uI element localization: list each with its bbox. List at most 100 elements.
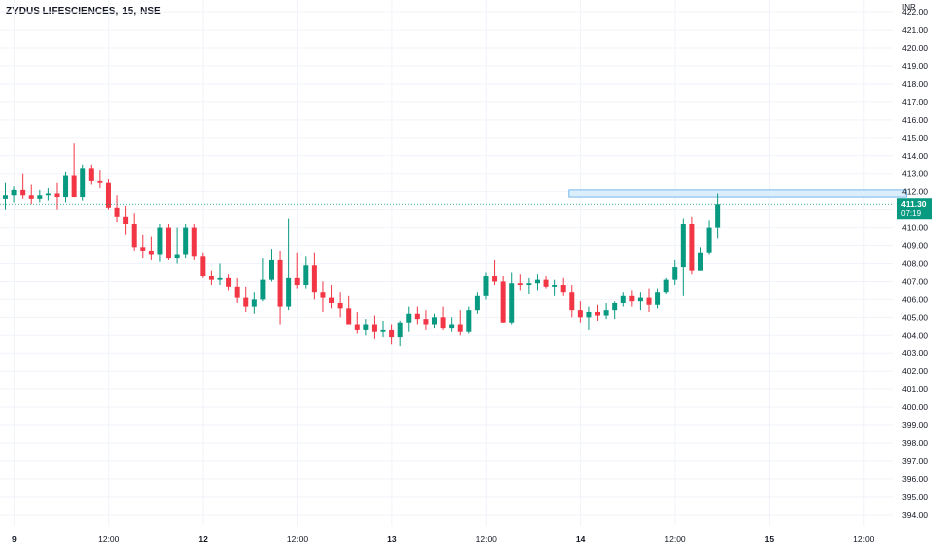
currency-label: INR bbox=[902, 3, 916, 12]
candle-body bbox=[166, 227, 172, 259]
candle-body bbox=[131, 223, 137, 248]
candle-body bbox=[97, 180, 103, 183]
candle-body bbox=[706, 227, 712, 253]
candle bbox=[354, 311, 360, 334]
candle bbox=[414, 306, 420, 325]
candle-body bbox=[715, 204, 721, 228]
last-price-badge bbox=[897, 198, 932, 220]
candle-body bbox=[397, 322, 403, 338]
candle bbox=[440, 306, 446, 330]
candle bbox=[303, 256, 309, 289]
candle bbox=[217, 263, 223, 286]
candle bbox=[397, 320, 403, 347]
time-tick-label: 14 bbox=[576, 534, 586, 544]
candle-body bbox=[526, 283, 532, 286]
price-tick-label: 417.00 bbox=[902, 97, 928, 107]
candle bbox=[243, 286, 249, 312]
candle-body bbox=[577, 310, 583, 318]
candle-body bbox=[354, 324, 360, 330]
candle bbox=[603, 302, 609, 320]
candle-body bbox=[54, 193, 60, 198]
candle-body bbox=[663, 279, 669, 293]
time-tick-label: 12:00 bbox=[476, 534, 498, 544]
symbol-exchange: NSE bbox=[140, 6, 161, 17]
candle-body bbox=[449, 324, 455, 329]
candle-body bbox=[586, 311, 592, 318]
candle-body bbox=[268, 259, 274, 280]
candle bbox=[191, 223, 197, 260]
candle bbox=[63, 171, 69, 203]
price-tick-label: 400.00 bbox=[902, 402, 928, 412]
candle-body bbox=[251, 299, 257, 307]
candle-body bbox=[11, 189, 17, 196]
candle-body bbox=[552, 285, 558, 287]
price-tick-label: 403.00 bbox=[902, 348, 928, 358]
candle bbox=[148, 236, 154, 260]
price-tick-label: 399.00 bbox=[902, 420, 928, 430]
candle-body bbox=[646, 297, 652, 305]
candle bbox=[637, 292, 643, 311]
candle bbox=[423, 310, 429, 330]
candle bbox=[88, 164, 94, 185]
candle-body bbox=[226, 277, 232, 287]
candle-body bbox=[474, 295, 480, 311]
candle bbox=[260, 258, 266, 302]
candle bbox=[697, 247, 703, 271]
candle-body bbox=[457, 324, 463, 332]
price-tick-label: 407.00 bbox=[902, 276, 928, 286]
candle bbox=[251, 292, 257, 314]
candle-body bbox=[697, 252, 703, 271]
candle bbox=[183, 223, 189, 259]
candle-body bbox=[303, 265, 309, 286]
time-tick-label: 12:00 bbox=[98, 534, 120, 544]
candle-body bbox=[440, 317, 446, 329]
candle-body bbox=[140, 247, 146, 251]
price-tick-label: 410.00 bbox=[902, 223, 928, 233]
candle-body bbox=[500, 281, 506, 323]
candle bbox=[672, 259, 678, 286]
candle-body bbox=[3, 195, 8, 199]
candle-body bbox=[37, 195, 43, 199]
candle-body bbox=[200, 256, 206, 277]
candle-body bbox=[655, 292, 661, 305]
candle-body bbox=[234, 286, 240, 298]
candle bbox=[157, 223, 163, 262]
candle bbox=[277, 250, 283, 325]
candle bbox=[569, 285, 575, 318]
candle bbox=[500, 276, 506, 323]
price-tick-label: 409.00 bbox=[902, 241, 928, 251]
candle-body bbox=[346, 308, 352, 325]
candle bbox=[577, 301, 583, 323]
candle bbox=[174, 227, 180, 264]
candle bbox=[208, 270, 214, 286]
candle-body bbox=[672, 267, 678, 280]
candle bbox=[483, 272, 489, 300]
candle-body bbox=[543, 279, 549, 287]
symbol-interval: 15, bbox=[122, 6, 137, 17]
time-axis[interactable]: 9 12:00 12 12:00 13 12:00 14 12:00 15 12:00 bbox=[12, 534, 875, 544]
candle-body bbox=[71, 175, 77, 198]
countdown-label: 07:19 bbox=[901, 209, 922, 218]
candle bbox=[663, 277, 669, 295]
candle bbox=[620, 292, 626, 307]
candle bbox=[629, 290, 635, 307]
candle bbox=[389, 324, 395, 345]
last-price-label: 411.30 bbox=[901, 199, 927, 209]
candle bbox=[526, 277, 532, 295]
price-tick-label: 404.00 bbox=[902, 330, 928, 340]
price-tick-label: 416.00 bbox=[902, 115, 928, 125]
price-tick-label: 397.00 bbox=[902, 456, 928, 466]
price-tick-label: 408.00 bbox=[902, 258, 928, 268]
candle bbox=[11, 186, 17, 203]
time-tick-label: 15 bbox=[765, 534, 775, 544]
highlight-zone[interactable] bbox=[568, 189, 907, 198]
candle bbox=[320, 281, 326, 312]
price-tick-label: 398.00 bbox=[902, 438, 928, 448]
candle bbox=[80, 164, 86, 201]
candle-body bbox=[243, 297, 249, 307]
candle-body bbox=[277, 259, 283, 307]
candle-body bbox=[148, 250, 154, 255]
candle-body bbox=[689, 223, 695, 271]
